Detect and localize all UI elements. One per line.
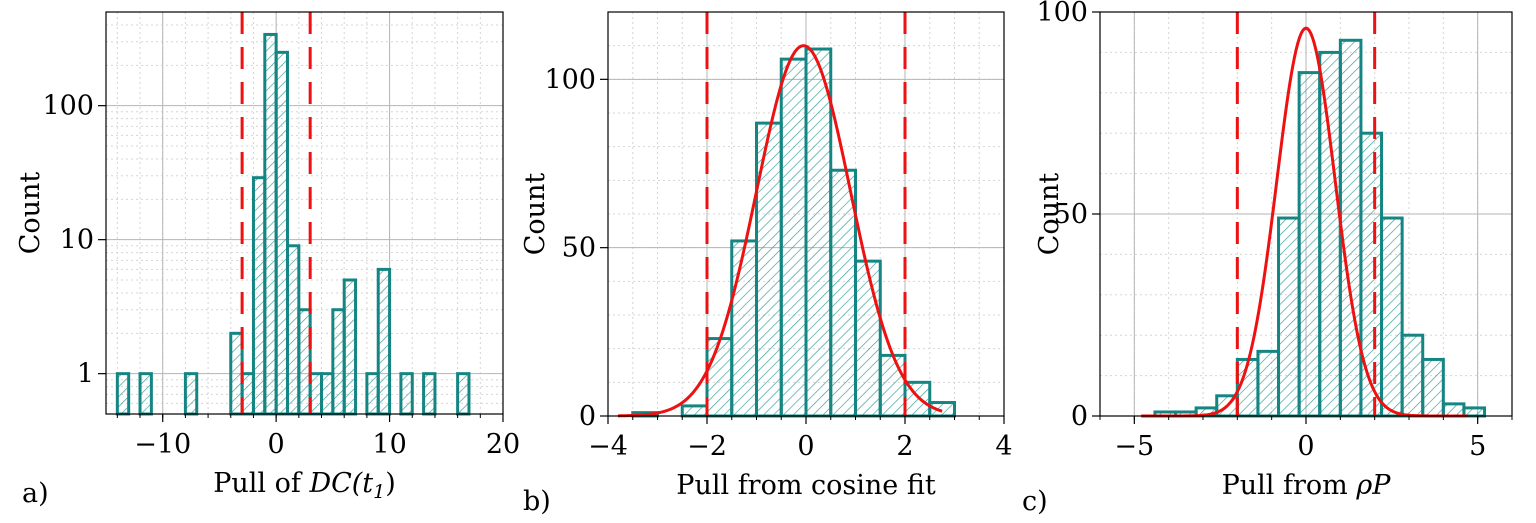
y-tick-label: 100 xyxy=(544,64,596,95)
histogram-bar xyxy=(138,372,153,416)
histogram-bar xyxy=(1277,216,1301,418)
histogram-bar xyxy=(115,372,131,416)
y-tick-label: 0 xyxy=(579,401,596,432)
histogram-bar xyxy=(263,32,278,416)
panel-label: b) xyxy=(523,486,551,517)
y-tick-label: 0 xyxy=(1071,401,1088,432)
histogram-bar xyxy=(331,308,346,416)
axes: −10 0 10 20 1 10 100 xyxy=(42,91,520,460)
histogram-bar xyxy=(1441,402,1466,418)
x-tick-label: 20 xyxy=(486,429,520,460)
histogram-bar xyxy=(229,331,244,416)
histogram-bar xyxy=(308,372,324,416)
gaussian-fit-curve xyxy=(617,44,943,418)
x-tick-label: 4 xyxy=(995,431,1012,462)
histogram-bar xyxy=(1297,71,1322,418)
x-axis-label-close: ) xyxy=(385,468,396,499)
histogram-bars xyxy=(631,47,956,418)
x-tick-label: 0 xyxy=(1297,431,1314,462)
histogram-bar xyxy=(854,259,882,418)
y-axis-label: Count xyxy=(1034,173,1065,256)
histogram-bars xyxy=(1153,38,1487,418)
histogram-bar xyxy=(878,353,907,418)
y-tick-label: 100 xyxy=(42,91,94,122)
histogram-bar xyxy=(829,168,857,418)
histogram-bar xyxy=(730,239,758,418)
x-tick-label: 5 xyxy=(1469,431,1486,462)
histogram-bar xyxy=(399,372,414,416)
histogram-bar xyxy=(1318,50,1342,418)
histogram-bar xyxy=(456,372,471,416)
panel-label: a) xyxy=(22,478,49,509)
x-axis-label-text: Pull from xyxy=(1222,470,1357,501)
histogram-bar xyxy=(1400,333,1425,418)
histogram-bar xyxy=(274,50,289,416)
histogram-bar xyxy=(365,372,380,416)
x-tick-label: 0 xyxy=(797,431,814,462)
chart-panel-2: −4 −2 0 2 4 0 50 100 Pull from cosine fit Count b) xyxy=(520,11,1013,517)
histogram-bar xyxy=(1359,131,1384,418)
plot-frame xyxy=(105,11,504,415)
histogram-bar xyxy=(320,372,335,416)
y-tick-label: 50 xyxy=(562,233,596,264)
y-tick-label: 1 xyxy=(77,359,94,390)
y-tick-label: 10 xyxy=(60,225,94,256)
histogram-bar xyxy=(804,47,833,418)
x-tick-label: −4 xyxy=(588,431,628,462)
panel-label: c) xyxy=(1022,486,1048,517)
x-axis-label: Pull from cosine fit xyxy=(676,470,936,501)
histogram-bar xyxy=(1380,216,1404,418)
histogram-bars xyxy=(115,32,471,416)
histogram-bar xyxy=(376,267,392,416)
histogram-bar xyxy=(183,372,199,416)
histogram-bar xyxy=(1338,38,1363,418)
histogram-bar xyxy=(285,244,301,416)
histogram-bar xyxy=(297,308,312,416)
histogram-bar xyxy=(705,337,734,418)
histogram-bar xyxy=(240,372,255,416)
x-axis-label: Pull of DC(t1) xyxy=(213,468,396,503)
histogram-bar xyxy=(680,404,709,418)
x-axis-label-text: Pull of xyxy=(213,468,309,499)
x-tick-label: −10 xyxy=(134,429,191,460)
y-axis-label: Count xyxy=(15,172,46,255)
x-tick-label: −2 xyxy=(687,431,727,462)
x-tick-label: 0 xyxy=(268,429,285,460)
y-axis-label: Count xyxy=(520,173,551,256)
y-tick-label: 50 xyxy=(1054,199,1088,230)
x-axis-label-math: ρP xyxy=(1355,470,1391,501)
axes: −4 −2 0 2 4 0 50 100 xyxy=(544,64,1012,462)
histogram-bar xyxy=(1256,349,1281,418)
x-tick-label: 10 xyxy=(372,429,406,460)
y-tick-label: 100 xyxy=(1036,0,1088,28)
x-axis-label-math: DC(t xyxy=(308,468,373,499)
x-tick-label: 2 xyxy=(896,431,913,462)
x-axis-label: Pull from ρP xyxy=(1222,470,1392,501)
x-axis-label-text: Pull from cosine fit xyxy=(676,470,936,501)
histogram-bar xyxy=(1421,357,1445,418)
histogram-bar xyxy=(251,176,267,416)
x-axis-label-subscript: 1 xyxy=(373,481,385,503)
histogram-bar xyxy=(342,278,358,416)
histogram-bar xyxy=(779,57,808,418)
x-tick-label: −5 xyxy=(1114,431,1154,462)
histogram-bar xyxy=(422,372,437,416)
